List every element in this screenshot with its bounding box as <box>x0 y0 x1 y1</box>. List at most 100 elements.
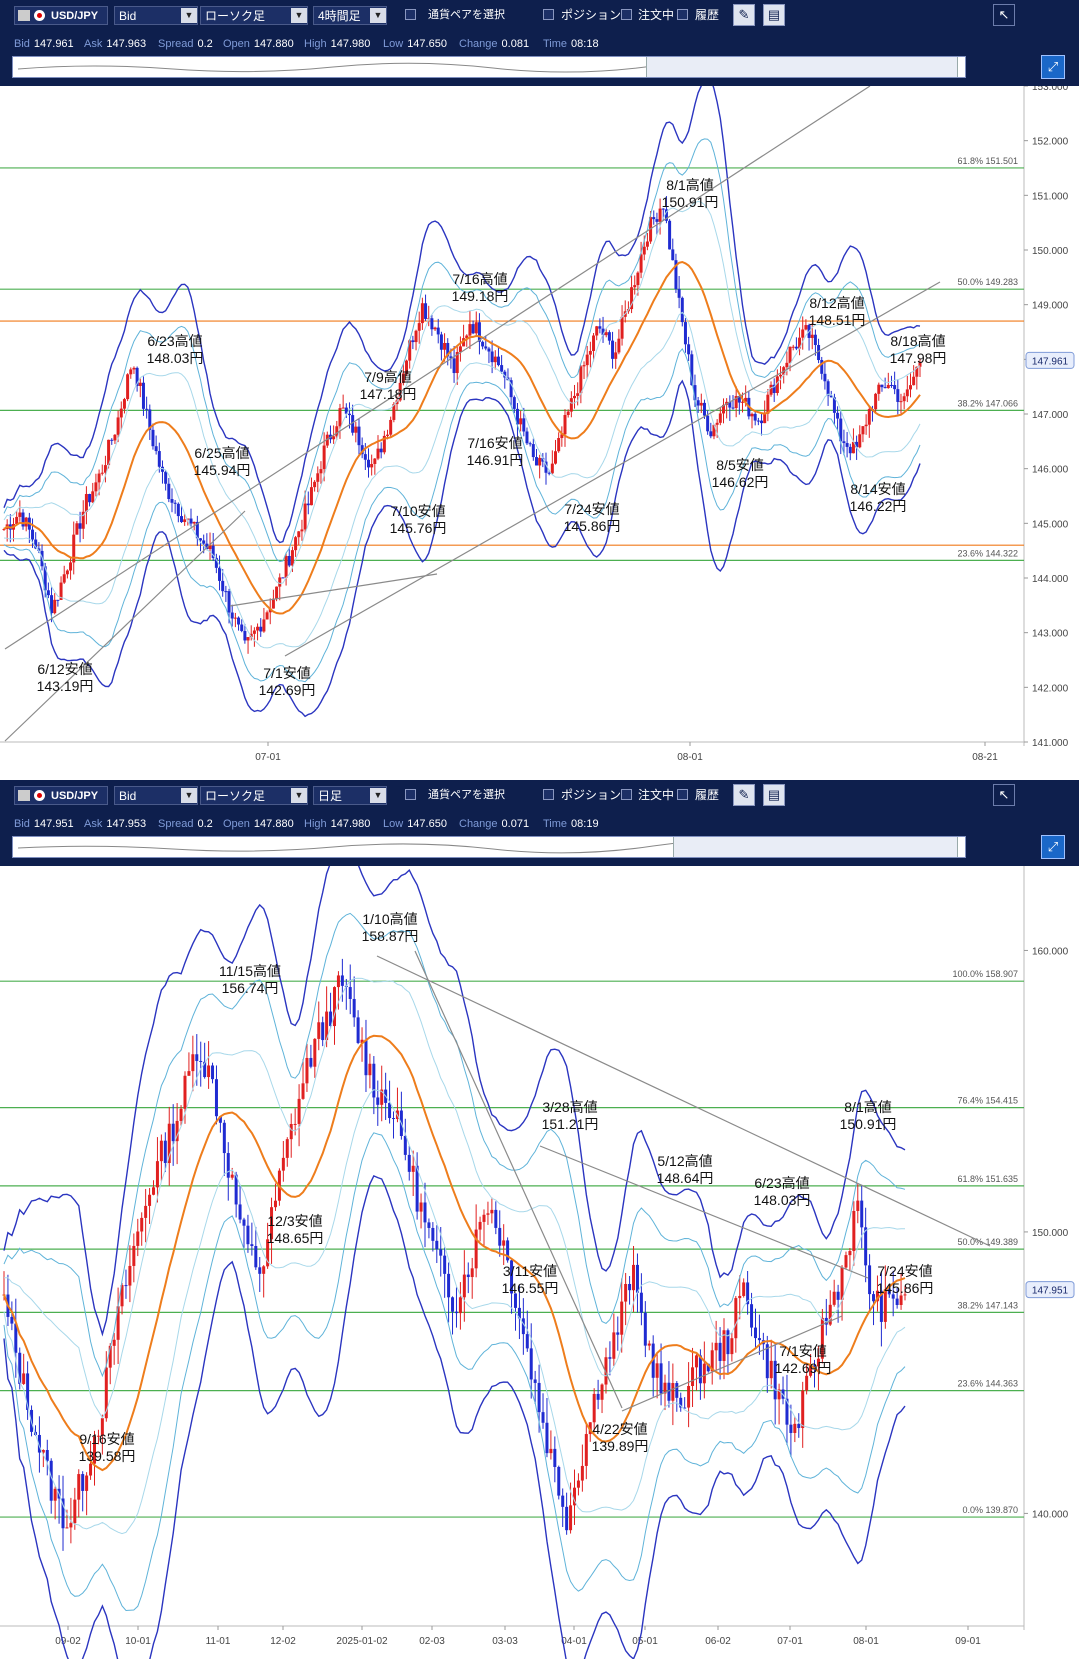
candle-body <box>420 303 424 324</box>
price-annotation-value: 145.86円 <box>877 1280 934 1296</box>
candle-body <box>763 413 767 424</box>
price-annotation-label: 7/9高値 <box>364 369 411 385</box>
candle-body <box>325 434 329 446</box>
candle-body <box>875 1290 879 1302</box>
draw-tool-icon[interactable]: ✎ <box>733 784 755 806</box>
trend-line <box>4 510 246 742</box>
candle-body <box>370 463 374 468</box>
moving-average-line <box>3 1034 906 1472</box>
candle-body <box>254 1246 258 1268</box>
candle-body <box>828 1304 832 1325</box>
candle-body <box>316 473 320 482</box>
expand-icon[interactable]: ⤢ <box>1041 55 1065 79</box>
price-annotation-value: 158.87円 <box>362 928 419 944</box>
candle-body <box>573 395 577 399</box>
candle-body <box>840 1267 844 1300</box>
candle-body <box>103 465 107 473</box>
fib-label: 23.6% 144.322 <box>957 548 1018 558</box>
fib-label: 38.2% 147.143 <box>957 1300 1018 1310</box>
orders-checkbox[interactable] <box>621 9 632 20</box>
candle-body <box>465 335 469 339</box>
timeframe-select[interactable]: 4時間足 ▼ <box>313 6 387 25</box>
chart-type-select[interactable]: ローソク足 ▼ <box>200 6 308 25</box>
candle-body <box>376 448 380 459</box>
price-annotation-value: 146.62円 <box>712 474 769 490</box>
range-selection-handle[interactable] <box>673 837 958 857</box>
pair-select-checkbox[interactable] <box>405 9 416 20</box>
candle-body <box>446 342 450 357</box>
candle-body <box>72 534 76 563</box>
candle-body <box>893 385 897 390</box>
candle-body <box>108 1345 112 1368</box>
candle-body <box>879 1290 883 1322</box>
chevron-down-icon: ▼ <box>291 8 307 23</box>
candle-body <box>81 511 85 529</box>
expand-icon[interactable]: ⤢ <box>1041 835 1065 859</box>
candle-body <box>411 1165 415 1172</box>
chart-type-select[interactable]: ローソク足 ▼ <box>200 786 308 805</box>
candle-body <box>135 367 139 386</box>
price-annotation-label: 6/12安値 <box>37 661 92 677</box>
candle-body <box>661 208 665 210</box>
pair-select-checkbox[interactable] <box>405 789 416 800</box>
fib-label: 50.0% 149.389 <box>957 1237 1018 1247</box>
price-type-select[interactable]: Bid ▼ <box>114 786 198 805</box>
candle-body <box>419 1202 423 1212</box>
candle-body <box>636 272 640 286</box>
candle-body <box>612 1332 616 1359</box>
candle-body <box>380 1089 384 1105</box>
candle-body <box>218 567 222 581</box>
timeframe-select[interactable]: 日足 ▼ <box>313 786 387 805</box>
candle-body <box>896 389 900 402</box>
candle-body <box>15 516 19 524</box>
draw-tool-icon[interactable]: ✎ <box>733 4 755 26</box>
orders-checkbox[interactable] <box>621 789 632 800</box>
price-type-select[interactable]: Bid ▼ <box>114 6 198 25</box>
candle-body <box>388 1102 392 1119</box>
history-checkbox[interactable] <box>677 789 688 800</box>
position-checkbox[interactable] <box>543 789 554 800</box>
candle-body <box>435 1240 439 1250</box>
candle-body <box>655 1363 659 1378</box>
candle-body <box>842 441 846 444</box>
position-checkbox[interactable] <box>543 9 554 20</box>
range-slider[interactable] <box>12 56 966 78</box>
symbol-selector[interactable]: USD/JPY <box>14 6 108 25</box>
candle-body <box>97 473 101 483</box>
candle-body <box>214 557 218 568</box>
candle-body <box>860 1200 864 1228</box>
price-annotation-value: 139.89円 <box>592 1438 649 1454</box>
candle-body <box>154 446 158 452</box>
candle-body <box>608 1357 612 1359</box>
candle-body <box>364 1039 368 1076</box>
collapse-icon[interactable]: ↖ <box>993 784 1015 806</box>
price-annotation-label: 7/16高値 <box>452 271 507 287</box>
candle-body <box>138 382 142 386</box>
candle-body <box>598 326 602 329</box>
candle-body <box>401 373 405 383</box>
window-icon[interactable]: ▤ <box>763 4 785 26</box>
price-chart-4h[interactable]: 153.000 152.000 151.000 150.000 149.000 148.0… <box>0 86 1079 770</box>
range-slider[interactable] <box>12 836 966 858</box>
candle-body <box>171 1123 175 1142</box>
window-icon[interactable]: ▤ <box>763 784 785 806</box>
candle-body <box>639 254 643 273</box>
candle-body <box>791 346 795 348</box>
range-selection-handle[interactable] <box>646 57 958 77</box>
candle-body <box>738 1295 742 1299</box>
collapse-icon[interactable]: ↖ <box>993 4 1015 26</box>
y-tick-label: 150.000 <box>1032 246 1069 257</box>
candle-body <box>449 356 453 359</box>
x-tick-label: 06-02 <box>705 1636 731 1647</box>
price-chart-daily[interactable]: 160.000 150.000 140.000 09-02 10-01 11-01 12-0… <box>0 866 1079 1659</box>
candle-body <box>252 630 256 634</box>
candle-body <box>104 1367 108 1419</box>
symbol-selector[interactable]: USD/JPY <box>14 786 108 805</box>
candle-body <box>65 570 69 575</box>
chart-panel-4h: USD/JPY Bid ▼ ローソク足 ▼ 4時間足 ▼ 通貨ペアを選択 ポジション … <box>0 0 1079 770</box>
history-checkbox[interactable] <box>677 9 688 20</box>
candle-body <box>718 413 722 423</box>
fib-label: 76.4% 154.415 <box>957 1096 1018 1106</box>
candle-body <box>624 1283 628 1302</box>
candle-body <box>227 591 231 613</box>
